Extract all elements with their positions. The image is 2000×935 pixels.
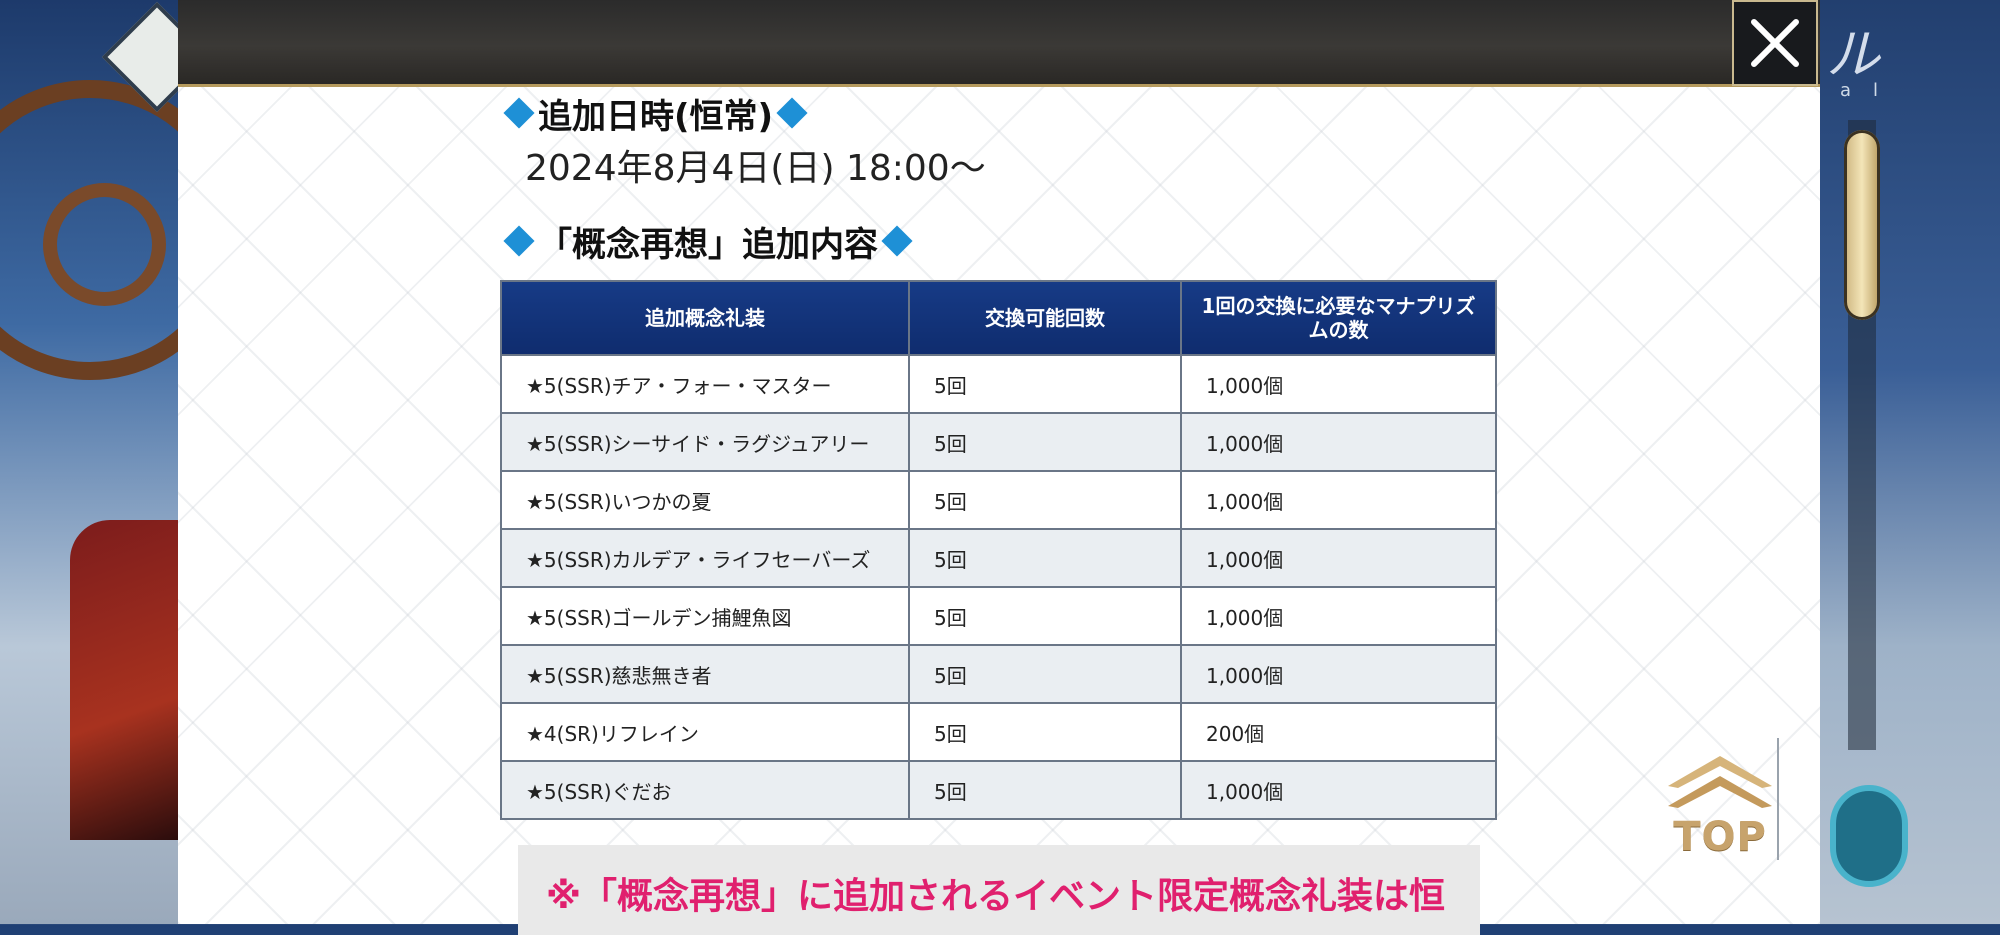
table-row: ★5(SSR)カルデア・ライフセーバーズ 5回 1,000個 xyxy=(500,528,1497,588)
addition-date: 2024年8月4日(日) 18:00～ xyxy=(525,148,986,189)
table-row: ★5(SSR)ゴールデン捕鯉魚図 5回 1,000個 xyxy=(500,586,1497,646)
top-button-label: TOP xyxy=(1673,814,1767,860)
cell-craft-essence-name: ★5(SSR)慈悲無き者 xyxy=(500,644,910,704)
column-header-exchange-count: 交換可能回数 xyxy=(908,280,1182,356)
cell-prism-cost: 1,000個 xyxy=(1180,412,1497,472)
table-row: ★4(SR)リフレイン 5回 200個 xyxy=(500,702,1497,762)
modal-content: 追加日時(恒常) 2024年8月4日(日) 18:00～ 「概念再想」追加内容 … xyxy=(500,88,1500,820)
news-modal xyxy=(178,0,1820,924)
background-round-button xyxy=(1830,785,1908,887)
background-scrollbar-thumb xyxy=(1844,130,1880,320)
close-icon xyxy=(1751,19,1799,67)
cell-craft-essence-name: ★5(SSR)ぐだお xyxy=(500,760,910,820)
section-heading-contents: 「概念再想」追加内容 xyxy=(500,216,1500,266)
cell-prism-cost: 200個 xyxy=(1180,702,1497,762)
column-header-craft-essence: 追加概念礼装 xyxy=(500,280,910,356)
table-header-row: 追加概念礼装 交換可能回数 1回の交換に必要なマナプリズムの数 xyxy=(500,280,1497,356)
cell-craft-essence-name: ★5(SSR)ゴールデン捕鯉魚図 xyxy=(500,586,910,646)
close-button[interactable] xyxy=(1732,0,1818,86)
top-divider xyxy=(1777,738,1779,860)
modal-header-bar xyxy=(178,0,1820,87)
notice-text: ※「概念再想」に追加されるイベント限定概念礼装は恒 xyxy=(546,876,1445,917)
section-heading-contents-text: 「概念再想」追加内容 xyxy=(538,224,878,265)
section-heading-date: 追加日時(恒常) xyxy=(500,88,1500,138)
craft-essence-table: 追加概念礼装 交換可能回数 1回の交換に必要なマナプリズムの数 ★5(SSR)チ… xyxy=(500,280,1497,820)
chevron-up-icon xyxy=(1668,756,1772,808)
cell-craft-essence-name: ★5(SSR)カルデア・ライフセーバーズ xyxy=(500,528,910,588)
cell-prism-cost: 1,000個 xyxy=(1180,760,1497,820)
cell-exchange-count: 5回 xyxy=(908,412,1182,472)
table-row: ★5(SSR)シーサイド・ラグジュアリー 5回 1,000個 xyxy=(500,412,1497,472)
cell-exchange-count: 5回 xyxy=(908,760,1182,820)
table-row: ★5(SSR)いつかの夏 5回 1,000個 xyxy=(500,470,1497,530)
diamond-bullet-icon xyxy=(776,97,808,129)
notice-box: ※「概念再想」に追加されるイベント限定概念礼装は恒 xyxy=(518,845,1480,935)
table-row: ★5(SSR)慈悲無き者 5回 1,000個 xyxy=(500,644,1497,704)
cell-prism-cost: 1,000個 xyxy=(1180,354,1497,414)
cell-craft-essence-name: ★5(SSR)シーサイド・ラグジュアリー xyxy=(500,412,910,472)
cell-prism-cost: 1,000個 xyxy=(1180,586,1497,646)
cell-craft-essence-name: ★5(SSR)チア・フォー・マスター xyxy=(500,354,910,414)
table-row: ★5(SSR)チア・フォー・マスター 5回 1,000個 xyxy=(500,354,1497,414)
cell-exchange-count: 5回 xyxy=(908,702,1182,762)
diamond-bullet-icon xyxy=(503,97,535,129)
diamond-bullet-icon xyxy=(503,225,535,257)
background-subtitle-text: al xyxy=(1840,80,1901,101)
section-heading-date-text: 追加日時(恒常) xyxy=(538,96,774,137)
character-art-fragment xyxy=(70,520,180,840)
cell-exchange-count: 5回 xyxy=(908,644,1182,704)
cell-exchange-count: 5回 xyxy=(908,354,1182,414)
cell-prism-cost: 1,000個 xyxy=(1180,470,1497,530)
cell-exchange-count: 5回 xyxy=(908,586,1182,646)
cell-prism-cost: 1,000個 xyxy=(1180,644,1497,704)
cell-exchange-count: 5回 xyxy=(908,470,1182,530)
table-row: ★5(SSR)ぐだお 5回 1,000個 xyxy=(500,760,1497,820)
cell-exchange-count: 5回 xyxy=(908,528,1182,588)
cell-prism-cost: 1,000個 xyxy=(1180,528,1497,588)
background-title-text: ル xyxy=(1826,23,1880,86)
cell-craft-essence-name: ★5(SSR)いつかの夏 xyxy=(500,470,910,530)
cell-craft-essence-name: ★4(SR)リフレイン xyxy=(500,702,910,762)
column-header-prism-cost: 1回の交換に必要なマナプリズムの数 xyxy=(1180,280,1497,356)
scroll-to-top-button[interactable]: TOP xyxy=(1660,740,1780,860)
diamond-bullet-icon xyxy=(881,225,913,257)
